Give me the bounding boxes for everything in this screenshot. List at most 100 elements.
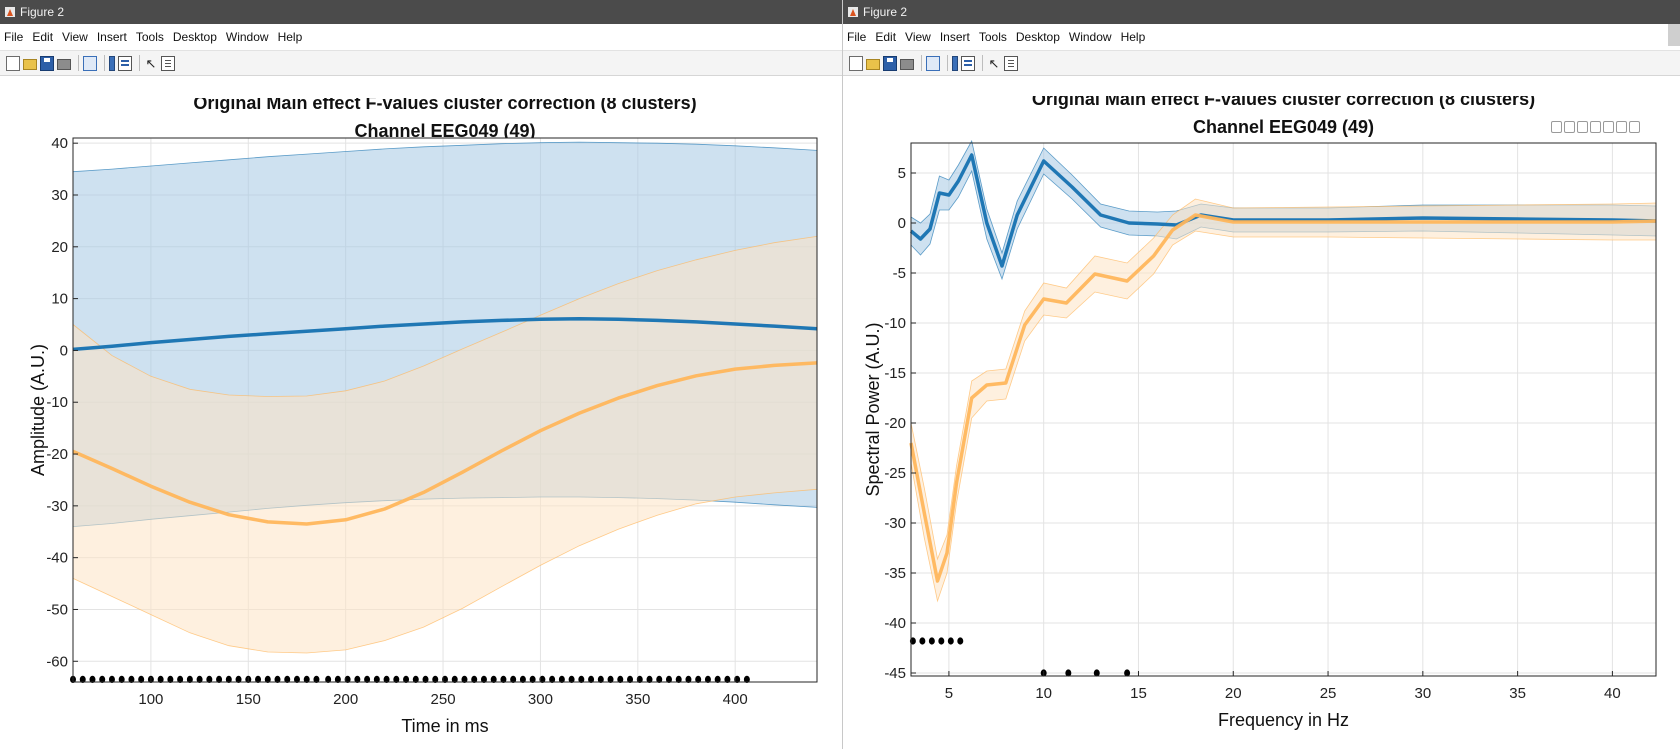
brush-icon[interactable]: [1564, 121, 1575, 133]
x-tick-label: 25: [1320, 685, 1337, 702]
y-tick-label: 0: [60, 342, 68, 359]
home-icon[interactable]: [1629, 121, 1640, 133]
y-tick-label: 5: [898, 165, 906, 182]
pan-icon[interactable]: [1590, 121, 1601, 133]
axes-toolbar: [1551, 121, 1640, 133]
insert-colorbar-icon[interactable]: [109, 55, 115, 71]
significance-marker: [461, 675, 468, 684]
menu-tools[interactable]: Tools: [978, 30, 1007, 44]
insert-legend-icon[interactable]: [118, 55, 132, 71]
significance-marker: [403, 675, 410, 684]
significance-marker: [422, 675, 429, 684]
confidence-band-orange: [73, 236, 817, 653]
save-icon[interactable]: [883, 55, 897, 71]
significance-marker: [108, 675, 115, 684]
new-figure-icon[interactable]: [849, 55, 863, 71]
open-property-inspector-icon[interactable]: [1004, 55, 1018, 71]
menu-insert[interactable]: Insert: [939, 30, 970, 44]
significance-marker: [656, 675, 663, 684]
open-property-inspector-icon[interactable]: [161, 55, 175, 71]
menu-insert[interactable]: Insert: [96, 30, 127, 44]
zoom-in-icon[interactable]: [1603, 121, 1614, 133]
x-tick-label: 5: [945, 685, 953, 702]
menu-help[interactable]: Help: [1120, 30, 1146, 44]
title-bar[interactable]: Figure 2: [843, 0, 1680, 24]
significance-marker: [471, 675, 478, 684]
significance-marker: [519, 675, 526, 684]
figure-window-left: Figure 2 File Edit View Insert Tools Des…: [0, 0, 842, 749]
significance-marker: [724, 675, 731, 684]
open-file-icon[interactable]: [866, 59, 880, 70]
significance-marker: [412, 675, 419, 684]
y-tick-label: 30: [51, 187, 68, 204]
x-tick-label: 15: [1130, 685, 1147, 702]
print-icon[interactable]: [57, 59, 71, 70]
x-axis-label: Frequency in Hz: [1218, 710, 1349, 730]
print-icon[interactable]: [900, 59, 914, 70]
title-bar[interactable]: Figure 2: [0, 0, 842, 24]
x-tick-label: 40: [1604, 685, 1621, 702]
x-tick-label: 10: [1035, 685, 1052, 702]
menu-view[interactable]: View: [905, 30, 931, 44]
menu-help[interactable]: Help: [277, 30, 303, 44]
menu-view[interactable]: View: [62, 30, 88, 44]
figure-toolbar: ↖: [0, 50, 842, 76]
y-tick-label: -30: [884, 515, 906, 532]
menu-file[interactable]: File: [847, 30, 867, 44]
spectral-power-plot[interactable]: Original Main effect F-values cluster co…: [843, 96, 1679, 749]
axes-box: [72, 137, 818, 683]
menu-tools[interactable]: Tools: [135, 30, 164, 44]
menu-window[interactable]: Window: [225, 30, 269, 44]
significance-marker: [607, 675, 614, 684]
y-tick-label: -10: [884, 315, 906, 332]
zoom-out-icon[interactable]: [1616, 121, 1627, 133]
significance-marker: [235, 675, 242, 684]
open-file-icon[interactable]: [23, 59, 37, 70]
edit-plot-arrow-icon[interactable]: ↖: [145, 55, 157, 71]
chart-subtitle: Channel EEG049 (49): [1193, 117, 1374, 137]
significance-marker: [225, 675, 232, 684]
toolbar-separator: [921, 55, 922, 71]
y-tick-label: -35: [884, 565, 906, 582]
save-icon[interactable]: [40, 55, 54, 71]
new-figure-icon[interactable]: [6, 55, 20, 71]
edit-plot-arrow-icon[interactable]: ↖: [988, 55, 1000, 71]
menu-file[interactable]: File: [4, 30, 24, 44]
y-tick-label: 40: [51, 135, 68, 152]
significance-marker: [313, 675, 320, 684]
menu-window[interactable]: Window: [1068, 30, 1112, 44]
matlab-icon: [4, 5, 16, 19]
significance-marker: [646, 675, 653, 684]
significance-marker: [627, 675, 634, 684]
significance-marker: [284, 675, 291, 684]
confidence-band-orange: [911, 199, 1656, 601]
significance-marker: [617, 675, 624, 684]
amplitude-plot[interactable]: Original Main effect F-values cluster co…: [0, 98, 842, 749]
menu-edit[interactable]: Edit: [32, 30, 54, 44]
x-tick-label: 400: [723, 691, 748, 708]
significance-marker: [588, 675, 595, 684]
y-tick-label: -45: [884, 665, 906, 682]
x-tick-label: 100: [138, 691, 163, 708]
link-plot-icon[interactable]: [83, 55, 97, 71]
significance-marker: [743, 675, 750, 684]
scrollbar[interactable]: [1668, 24, 1680, 46]
significance-marker: [373, 675, 380, 684]
significance-marker: [558, 675, 565, 684]
significance-marker: [947, 637, 954, 645]
insert-colorbar-icon[interactable]: [952, 55, 958, 71]
insert-legend-icon[interactable]: [961, 55, 975, 71]
export-icon[interactable]: [1551, 121, 1562, 133]
significance-marker: [490, 675, 497, 684]
menu-desktop[interactable]: Desktop: [172, 30, 217, 44]
chart-subtitle: Channel EEG049 (49): [354, 121, 535, 141]
band-upper-edge-orange: [910, 198, 1657, 561]
toolbar-separator: [78, 55, 79, 71]
menu-edit[interactable]: Edit: [875, 30, 897, 44]
significance-marker: [597, 675, 604, 684]
y-tick-label: -40: [884, 615, 906, 632]
menu-desktop[interactable]: Desktop: [1015, 30, 1060, 44]
link-plot-icon[interactable]: [926, 55, 940, 71]
y-tick-label: -60: [46, 653, 68, 670]
datatip-icon[interactable]: [1577, 121, 1588, 133]
